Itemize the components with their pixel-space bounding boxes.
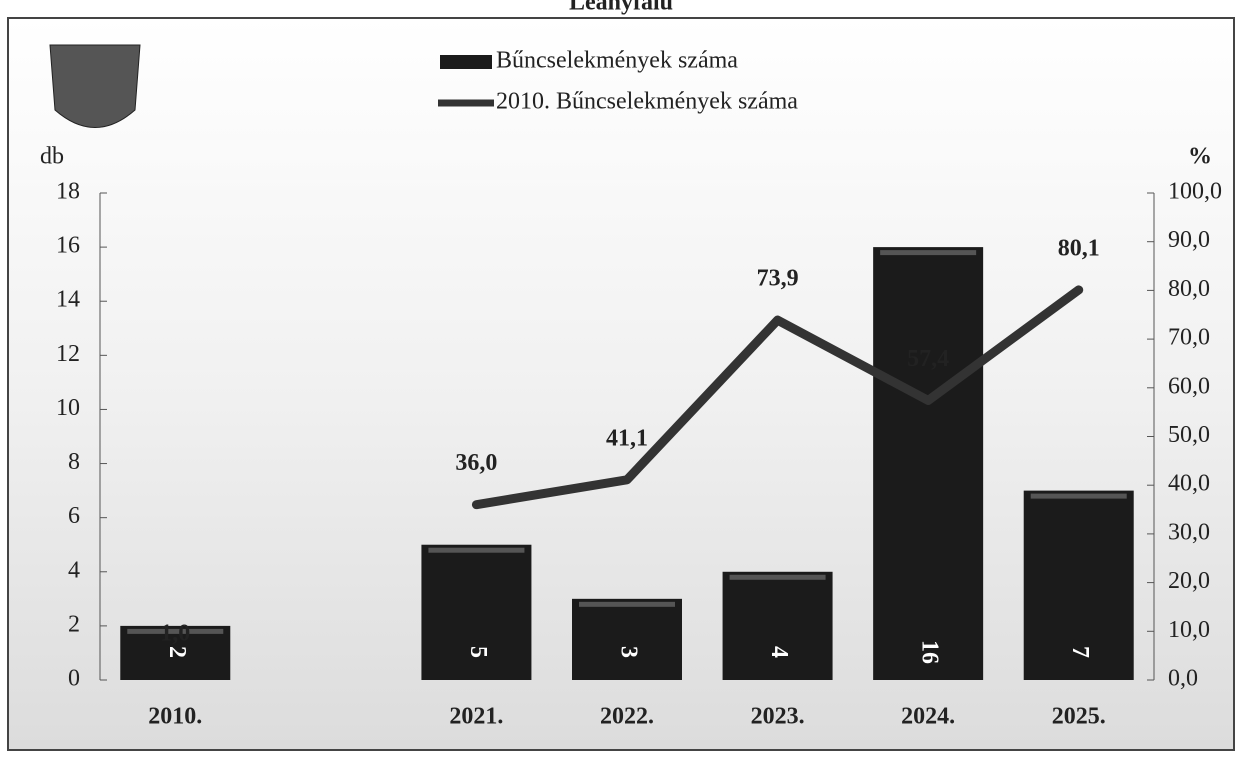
x-tick-label: 2010. xyxy=(148,704,202,730)
chart-title: Leányfalu xyxy=(569,0,673,16)
bar-bevel xyxy=(729,574,826,580)
y-tick-label: 12 xyxy=(56,341,80,367)
y2-tick-label: 40,0 xyxy=(1168,471,1210,497)
y2-tick-label: 80,0 xyxy=(1168,276,1210,302)
bar-bevel xyxy=(579,601,675,607)
bar-bevel xyxy=(880,250,977,256)
bar-value-label: 5 xyxy=(465,646,491,658)
bar-bevel xyxy=(1030,493,1127,499)
line-value-label: 41,1 xyxy=(606,425,648,451)
line xyxy=(471,285,1084,510)
y-tick-label: 18 xyxy=(56,179,80,205)
y-tick-label: 6 xyxy=(68,503,80,529)
y2-tick-label: 0,0 xyxy=(1168,666,1198,692)
bar-value-label: 2 xyxy=(164,646,190,658)
y-tick-label: 2 xyxy=(68,611,80,637)
x-tick-label: 2023. xyxy=(751,704,805,730)
line-value-label: 36,0 xyxy=(455,450,497,476)
x-tick-label: 2021. xyxy=(449,704,503,730)
y-tick-label: 4 xyxy=(68,557,80,583)
bar-bevel xyxy=(127,628,224,634)
bar-bevel xyxy=(428,547,525,553)
bar-value-label: 3 xyxy=(615,646,641,658)
line-value-label: 1,0 xyxy=(160,621,190,647)
line-value-label: 80,1 xyxy=(1058,235,1100,261)
y2-tick-label: 50,0 xyxy=(1168,422,1210,448)
legend-label: 2010. Bűncselekmények száma xyxy=(496,89,798,115)
y-tick-label: 10 xyxy=(56,395,80,421)
bar xyxy=(1023,490,1134,680)
y2-tick-label: 10,0 xyxy=(1168,617,1210,643)
y2-tick-label: 70,0 xyxy=(1168,325,1210,351)
x-tick-label: 2022. xyxy=(600,704,654,730)
y-tick-label: 16 xyxy=(56,233,80,259)
y2-tick-label: 100,0 xyxy=(1168,179,1222,205)
bar-value-label: 7 xyxy=(1067,646,1093,658)
bar xyxy=(421,544,532,680)
legend-label: Bűncselekmények száma xyxy=(496,48,738,74)
y2-tick-label: 60,0 xyxy=(1168,373,1210,399)
y-tick-label: 14 xyxy=(56,287,80,313)
bar-value-label: 4 xyxy=(766,646,792,658)
logo xyxy=(49,44,141,128)
y2-tick-label: 90,0 xyxy=(1168,227,1210,253)
y-axis-label: db xyxy=(40,144,64,170)
bar xyxy=(722,571,833,680)
line-value-label: 73,9 xyxy=(757,266,799,292)
legend-swatch xyxy=(440,55,492,69)
bar-value-label: 16 xyxy=(917,640,943,664)
x-tick-label: 2024. xyxy=(901,704,955,730)
x-tick-label: 2025. xyxy=(1052,704,1106,730)
bar xyxy=(873,247,984,680)
line-value-label: 57,4 xyxy=(907,346,949,372)
bar xyxy=(120,625,231,680)
bar xyxy=(572,598,682,680)
y2-tick-label: 20,0 xyxy=(1168,568,1210,594)
y2-tick-label: 30,0 xyxy=(1168,519,1210,545)
y-tick-label: 8 xyxy=(68,449,80,475)
y-tick-label: 0 xyxy=(68,666,80,692)
y2-axis-label: % xyxy=(1188,144,1212,170)
